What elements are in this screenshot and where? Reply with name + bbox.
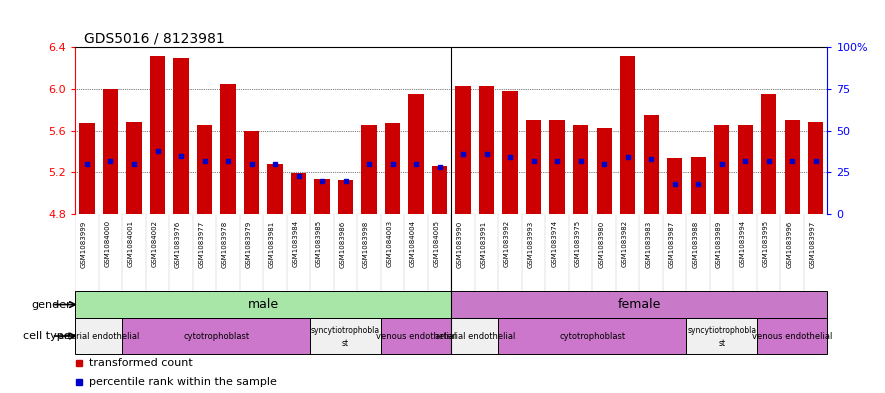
Bar <box>150 55 165 214</box>
Bar <box>409 94 424 214</box>
Text: cytotrophoblast: cytotrophoblast <box>183 332 250 340</box>
Text: GSM1083995: GSM1083995 <box>763 220 769 268</box>
Text: GSM1083997: GSM1083997 <box>810 220 816 268</box>
Text: GSM1084005: GSM1084005 <box>434 220 440 267</box>
Bar <box>620 55 635 214</box>
Bar <box>311 318 381 354</box>
Bar <box>596 128 612 214</box>
Text: GSM1083976: GSM1083976 <box>175 220 181 268</box>
Bar <box>127 122 142 214</box>
Bar <box>737 125 753 214</box>
Bar <box>687 318 757 354</box>
Bar <box>75 318 122 354</box>
Bar <box>385 123 400 214</box>
Bar <box>573 125 589 214</box>
Bar <box>361 125 377 214</box>
Bar <box>291 173 306 214</box>
Text: GSM1084001: GSM1084001 <box>128 220 134 268</box>
Text: GSM1083978: GSM1083978 <box>222 220 228 268</box>
Bar <box>381 318 451 354</box>
Text: cytotrophoblast: cytotrophoblast <box>559 332 626 340</box>
Bar <box>75 291 451 318</box>
Text: percentile rank within the sample: percentile rank within the sample <box>88 377 277 387</box>
Bar <box>643 115 658 214</box>
Text: arterial endothelial: arterial endothelial <box>58 332 139 340</box>
Text: GSM1083980: GSM1083980 <box>598 220 604 268</box>
Bar <box>498 318 687 354</box>
Text: GSM1083988: GSM1083988 <box>692 220 698 268</box>
Text: arterial endothelial: arterial endothelial <box>435 332 515 340</box>
Bar <box>761 94 776 214</box>
Text: GSM1083985: GSM1083985 <box>316 220 322 268</box>
Text: GSM1083999: GSM1083999 <box>81 220 87 268</box>
Text: GSM1083996: GSM1083996 <box>786 220 792 268</box>
Text: GSM1083983: GSM1083983 <box>645 220 651 268</box>
Text: GSM1083986: GSM1083986 <box>340 220 345 268</box>
Text: GSM1083982: GSM1083982 <box>621 220 627 268</box>
Text: gender: gender <box>31 299 71 310</box>
Text: GSM1083994: GSM1083994 <box>739 220 745 268</box>
Bar <box>173 58 189 214</box>
Text: male: male <box>248 298 279 311</box>
Text: GSM1083991: GSM1083991 <box>481 220 487 268</box>
Bar <box>244 130 259 214</box>
Text: GSM1084002: GSM1084002 <box>151 220 158 267</box>
Text: GSM1083990: GSM1083990 <box>458 220 463 268</box>
Bar <box>432 166 447 214</box>
Text: GSM1083992: GSM1083992 <box>504 220 510 268</box>
Text: female: female <box>618 298 661 311</box>
Bar <box>757 318 827 354</box>
Bar <box>526 120 542 214</box>
Bar <box>451 318 498 354</box>
Text: GSM1084000: GSM1084000 <box>104 220 111 268</box>
Text: GSM1083975: GSM1083975 <box>574 220 581 268</box>
Text: st: st <box>342 339 349 348</box>
Text: GSM1083987: GSM1083987 <box>669 220 674 268</box>
Bar <box>456 86 471 214</box>
Text: GSM1083974: GSM1083974 <box>551 220 558 268</box>
Text: st: st <box>718 339 725 348</box>
Text: GSM1083977: GSM1083977 <box>198 220 204 268</box>
Bar <box>451 291 827 318</box>
Bar <box>479 86 494 214</box>
Bar <box>785 120 800 214</box>
Text: syncytiotrophobla: syncytiotrophobla <box>687 326 757 335</box>
Bar <box>690 157 706 214</box>
Text: GSM1083979: GSM1083979 <box>245 220 251 268</box>
Text: cell type: cell type <box>23 331 71 341</box>
Text: syncytiotrophobla: syncytiotrophobla <box>311 326 381 335</box>
Text: GSM1083993: GSM1083993 <box>527 220 534 268</box>
Bar <box>808 122 823 214</box>
Text: transformed count: transformed count <box>88 358 193 367</box>
Text: GDS5016 / 8123981: GDS5016 / 8123981 <box>84 31 225 45</box>
Bar <box>267 164 282 214</box>
Bar <box>667 158 682 214</box>
Text: GSM1084003: GSM1084003 <box>387 220 393 268</box>
Bar <box>103 89 118 214</box>
Text: GSM1083989: GSM1083989 <box>716 220 721 268</box>
Text: GSM1083984: GSM1083984 <box>293 220 298 268</box>
Bar <box>196 125 212 214</box>
Bar <box>122 318 311 354</box>
Text: venous endothelial: venous endothelial <box>752 332 833 340</box>
Bar <box>314 179 330 214</box>
Text: venous endothelial: venous endothelial <box>376 332 457 340</box>
Text: GSM1083998: GSM1083998 <box>363 220 369 268</box>
Bar <box>550 120 565 214</box>
Bar <box>80 123 95 214</box>
Bar <box>714 125 729 214</box>
Text: GSM1083981: GSM1083981 <box>269 220 275 268</box>
Text: GSM1084004: GSM1084004 <box>410 220 416 267</box>
Bar <box>503 91 518 214</box>
Bar <box>338 180 353 214</box>
Bar <box>220 84 235 214</box>
